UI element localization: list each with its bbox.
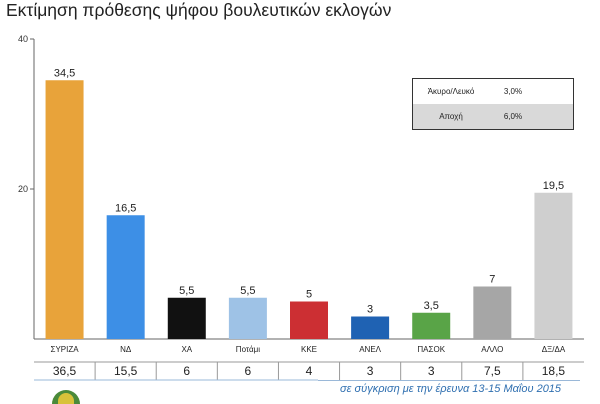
comparison-value: 18,5 [542,364,566,378]
data-label: 5,5 [179,285,194,297]
bar [351,316,390,339]
y-tick-label: 40 [18,34,28,44]
comparison-row: 36,5 15,5 6 6 4 3 3 7,5 18,5 [34,361,584,381]
legend-label: Αποχή [439,112,463,121]
data-label: 19,5 [543,180,564,192]
comparison-value: 3 [428,364,435,378]
data-label: 16,5 [115,202,136,214]
legend-value: 6,0% [503,112,523,121]
data-label: 5,5 [240,285,255,297]
legend-table: Άκυρο/Λευκό 3,0% Αποχή 6,0% [412,78,574,130]
comparison-value: 36,5 [53,364,77,378]
category-label: ΠΑΣΟΚ [417,345,445,354]
category-label: ΑΝΕΛ [359,345,381,354]
legend-row-invalid: Άκυρο/Λευκό 3,0% [413,79,573,105]
bar [290,301,328,339]
data-label: 7 [489,274,495,286]
comparison-note: σε σύγκριση με την έρευνα 13-15 Μαΐου 20… [340,383,562,395]
comparison-value: 15,5 [114,364,138,378]
data-label: 3,5 [424,300,439,312]
bar [45,80,84,339]
legend-row-abstention: Αποχή 6,0% [413,104,573,129]
bar [167,297,206,339]
bar [412,312,451,339]
category-label: ΑΛΛΟ [481,345,503,354]
category-labels: ΣΥΡΙΖΑ ΝΔ ΧΑ Ποτάμι ΚΚΕ ΑΝΕΛ ΠΑΣΟΚ ΑΛΛΟ ΔΞ/ΔΑ [51,345,566,354]
category-label: ΝΔ [120,345,132,354]
category-label: ΧΑ [181,345,192,354]
category-label: Ποτάμι [236,345,260,354]
data-label: 5 [306,289,312,301]
category-label: ΔΞ/ΔΑ [542,345,566,354]
data-label: 3 [367,304,373,316]
bar [534,192,573,339]
comparison-divider [318,380,580,381]
legend-value: 3,0% [503,87,523,96]
data-label: 34,5 [54,67,75,79]
y-tick-label: 20 [18,184,28,194]
comparison-value: 3 [367,364,374,378]
category-label: ΣΥΡΙΖΑ [51,345,80,354]
chart-title: Εκτίμηση πρόθεσης ψήφου βουλευτικών εκλο… [6,0,392,20]
bar [106,215,145,339]
bars [45,80,573,339]
comparison-value: 6 [245,364,252,378]
bar [473,286,512,339]
comparison-value: 6 [183,364,190,378]
legend-label: Άκυρο/Λευκό [427,87,475,96]
category-label: ΚΚΕ [301,345,317,354]
bar [228,297,267,339]
comparison-value: 4 [306,364,313,378]
comparison-value: 7,5 [484,364,501,378]
value-labels: 34,5 16,5 5,5 5,5 5 3 3,5 7 19,5 [54,67,564,315]
